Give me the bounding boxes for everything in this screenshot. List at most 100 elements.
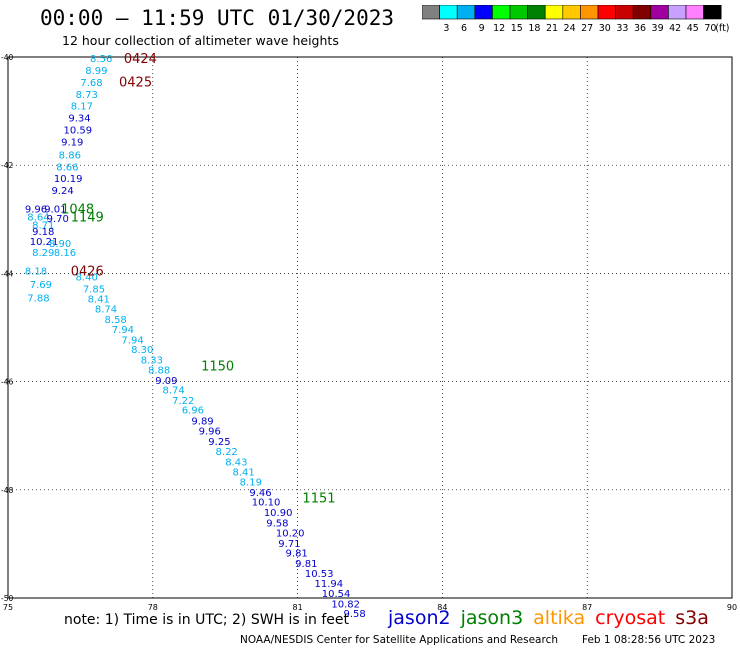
wave-height-point: 8.22 [216,447,238,458]
wave-height-point: 7.94 [121,335,143,346]
pass-time-label: 0424 [124,52,157,67]
chart-subtitle: 12 hour collection of altimeter wave hei… [62,33,339,48]
wave-height-point: 11.94 [314,579,343,590]
scale-label: 24 [564,23,576,34]
pass-time-label: 1151 [302,491,335,506]
wave-height-point: 10.90 [264,508,293,519]
scale-label: 12 [493,23,505,34]
wave-height-point: 9.24 [51,186,73,197]
wave-height-point: 8.41 [232,467,254,478]
wave-height-point: 8.71 [32,221,54,232]
legend-entry-jason2: jason2 [388,607,451,629]
wave-height-point: 9.96 [199,426,221,437]
pass-time-label: 1150 [201,359,234,374]
scale-label: 15 [511,23,523,34]
wave-height-point: 9.58 [343,609,365,620]
scale-label: 18 [528,23,540,34]
scale-label: 42 [669,23,681,34]
scale-label: 45 [687,23,699,34]
scale-label: 36 [634,23,646,34]
wave-height-point: 10.19 [54,174,83,185]
y-tick-label: -42 [1,161,13,170]
plot-frame [7,56,733,599]
wave-height-point: 10.20 [276,529,305,540]
pass-time-label: 1048 [61,202,94,217]
wave-height-point: 7.69 [30,280,52,291]
wave-height-point: 9.25 [208,437,230,448]
scale-unit: (ft) [715,23,729,34]
wave-height-point: 9.89 [191,417,213,428]
wave-height-point: 9.01 [44,204,66,215]
scale-swatch [703,5,722,20]
scale-label: 6 [461,23,467,34]
wave-height-point: 8.30 [131,345,153,356]
wave-height-point: 7.68 [80,78,102,89]
x-tick-label: 90 [727,603,737,612]
note-text: note: 1) Time is in UTC; 2) SWH is in fe… [64,612,350,628]
legend-entry-altika: altika [533,607,586,629]
wave-height-point: 9.58 [266,518,288,529]
wave-height-point: 9.96 [25,204,47,215]
scale-label: 30 [599,23,611,34]
scale-label: 21 [546,23,558,34]
wave-height-point: 8.18 [25,267,47,278]
wave-height-point: 8.74 [95,305,117,316]
y-tick-label: -44 [1,269,13,278]
scale-label: 27 [581,23,593,34]
wave-height-point: 8.41 [88,294,110,305]
wave-height-point: 8.90 [49,239,71,250]
wave-height-point: 9.46 [249,488,271,499]
wave-height-point: 8.19 [240,478,262,489]
wave-height-point: 7.85 [83,285,105,296]
wave-height-point: 9.34 [68,114,90,125]
y-tick-label: -50 [1,594,13,603]
pass-time-label: 1149 [71,211,104,226]
wave-height-point: 8.88 [148,366,170,377]
wave-height-point: 8.43 [225,458,247,469]
y-tick-label: -40 [1,53,13,62]
scale-label: 39 [652,23,664,34]
wave-height-point: 9.70 [47,214,69,225]
wave-height-point: 8.33 [141,355,163,366]
scale-label: 9 [479,23,485,34]
wave-height-point: 10.21 [30,237,59,248]
x-tick-label: 84 [437,603,447,612]
scale-label: 70 [704,23,716,34]
wave-height-point: 8.73 [76,90,98,101]
wave-height-point: 10.10 [252,498,281,509]
wave-height-point: 7.94 [112,325,134,336]
satellite-legend: jason2 jason3 altika cryosat s3a [388,607,719,629]
wave-height-point: 7.22 [172,396,194,407]
wave-height-point: 8.56 [90,54,112,65]
scale-label: 33 [616,23,628,34]
wave-height-point: 8.86 [59,150,81,161]
wave-height-point: 10.59 [64,125,93,136]
x-tick-label: 78 [148,603,158,612]
chart-title: 00:00 – 11:59 UTC 01/30/2023 [40,6,395,30]
wave-height-point: 8.40 [76,273,98,284]
wave-height-point: 9.18 [32,227,54,238]
x-tick-label: 87 [582,603,592,612]
wave-height-point: 8.74 [162,386,184,397]
legend-entry-cryosat: cryosat [595,607,666,629]
wave-height-point: 8.64 [27,213,49,224]
pass-time-label: 0425 [119,75,152,90]
scale-label: 3 [443,23,449,34]
footer-generated-date: Feb 1 08:28:56 UTC 2023 [582,634,716,646]
wave-height-point: 10.53 [305,569,334,580]
wave-height-point: 7.88 [27,294,49,305]
legend-entry-s3a: s3a [675,607,709,629]
legend-entry-jason3: jason3 [460,607,524,629]
wave-height-point: 8.17 [71,102,93,113]
pass-time-label: 0426 [71,265,104,280]
wave-height-color-scale: 3 6 9 12 15 18 21 24 27 30 33 36 39 42 45 70(ft) [422,5,730,34]
wave-height-point: 10.82 [331,599,360,610]
wave-height-point: 8.99 [85,66,107,77]
wave-height-point: 9.09 [155,376,177,387]
wave-height-point: 8.29 [32,248,54,259]
y-tick-label: -46 [1,378,13,387]
wave-height-point: 6.96 [182,406,204,417]
footer-credit: NOAA/NESDIS Center for Satellite Applica… [240,634,558,646]
wave-height-point: 10.54 [322,589,351,600]
